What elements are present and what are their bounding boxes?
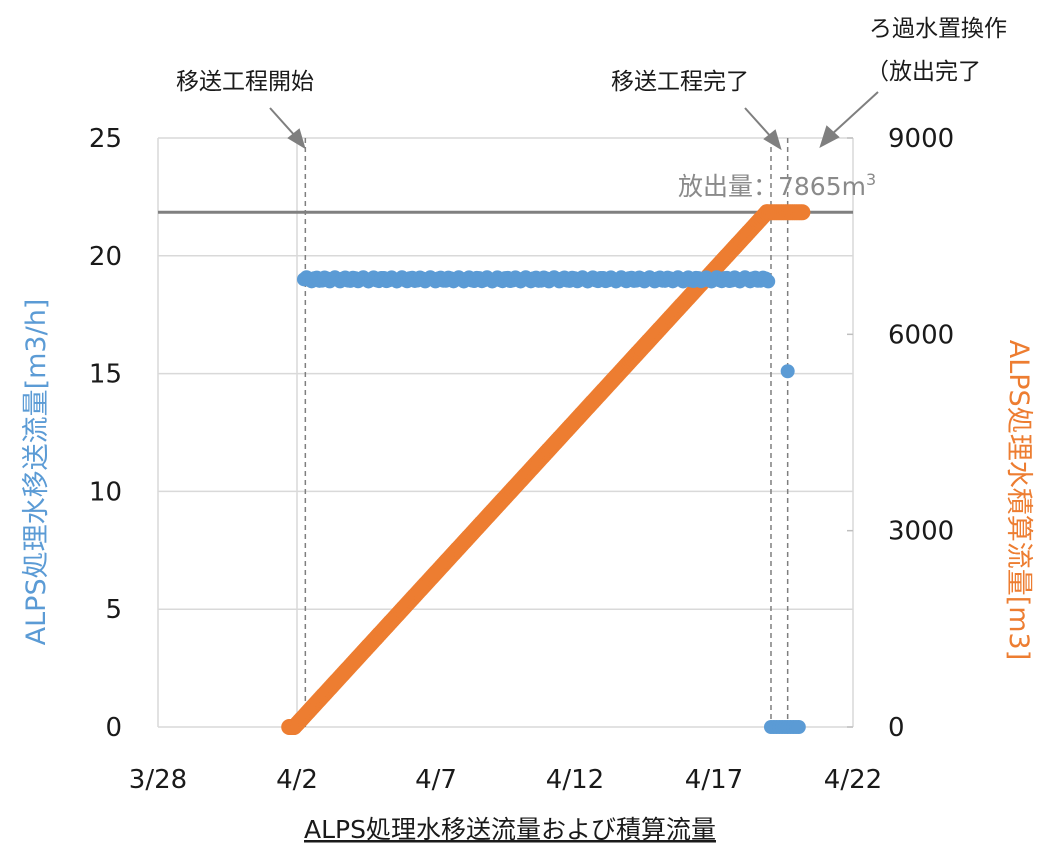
tick-labels: 0 5 10 15 20 25 0 3000 6000 9000 3/28 4/2 4/7 4/12 4/1… (89, 124, 954, 795)
x-tick-label: 4/7 (415, 765, 457, 795)
x-tick-label: 4/2 (276, 765, 318, 795)
y-left-tick-label: 10 (89, 477, 122, 507)
y-right-tick-label: 3000 (888, 517, 954, 547)
series-flow (296, 270, 806, 734)
y-axis-left-title: ALPS処理水移送流量[m3/h] (21, 299, 52, 646)
x-tick-label: 4/17 (685, 765, 743, 795)
y-right-tick-label: 9000 (888, 124, 954, 154)
series-cumulative (281, 204, 811, 735)
y-left-tick-label: 20 (89, 242, 122, 272)
y-left-tick-label: 0 (105, 713, 122, 743)
release-amount-text: 放出量：7865m (678, 172, 866, 201)
annotation-replace-line2: （放出完了 (866, 59, 981, 85)
annotation-start: 移送工程開始 (176, 69, 314, 95)
annotation-arrows (269, 91, 879, 151)
x-axis-caption: ALPS処理水移送流量および積算流量 (304, 815, 716, 844)
flow-point (761, 274, 776, 289)
release-amount-label: 放出量：7865m3 (678, 170, 876, 201)
y-axis-right-title: ALPS処理水積算流量[m3] (1003, 340, 1034, 660)
flow-point (791, 720, 806, 734)
y-left-tick-label: 15 (89, 360, 122, 390)
flow-point (780, 364, 795, 379)
y-right-tick-label: 0 (888, 713, 905, 743)
y-right-tick-label: 6000 (888, 320, 954, 350)
annotation-replace-line1: ろ過水置換作 (869, 16, 1007, 42)
x-tick-label: 3/28 (129, 765, 187, 795)
release-amount-sup: 3 (866, 170, 876, 189)
x-tick-label: 4/12 (546, 765, 604, 795)
y-left-tick-label: 25 (89, 124, 122, 154)
annotation-complete: 移送工程完了 (611, 69, 749, 95)
event-lines (304, 138, 789, 727)
grid (157, 137, 854, 728)
x-tick-label: 4/22 (824, 765, 882, 795)
cumulative-point (794, 204, 811, 221)
y-left-tick-label: 5 (105, 595, 122, 625)
